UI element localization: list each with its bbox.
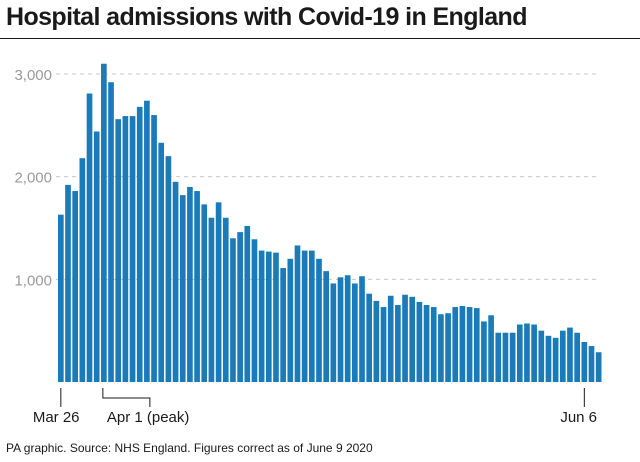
y-tick-label: 3,000	[14, 67, 52, 84]
x-tick-label: Jun 6	[560, 409, 597, 426]
bar	[79, 158, 86, 382]
bar	[316, 258, 322, 382]
bar	[201, 204, 208, 382]
bar	[129, 116, 136, 382]
bar	[531, 324, 537, 382]
bar	[366, 293, 373, 382]
bar	[545, 335, 552, 382]
bar	[495, 332, 502, 382]
source-note: PA graphic. Source: NHS England. Figures…	[6, 441, 373, 455]
bar	[179, 195, 186, 382]
bar	[445, 313, 451, 382]
bar	[172, 181, 179, 382]
bar	[352, 283, 358, 382]
bar	[215, 202, 222, 382]
bar	[380, 307, 387, 382]
bar	[502, 332, 509, 382]
peak-bracket	[102, 388, 151, 407]
bar	[251, 239, 258, 382]
bar	[58, 214, 64, 382]
bar	[581, 341, 588, 382]
bar	[488, 315, 494, 382]
bar	[481, 321, 487, 382]
bar	[337, 277, 344, 382]
bar	[136, 106, 143, 382]
bar	[574, 332, 580, 382]
bar	[387, 295, 394, 382]
bar	[265, 251, 272, 382]
bar	[187, 186, 193, 382]
bar	[359, 276, 365, 382]
bar	[301, 250, 308, 382]
bar	[65, 184, 71, 382]
bar	[552, 337, 559, 382]
bar	[280, 268, 286, 382]
bar	[294, 245, 301, 382]
bar	[108, 82, 114, 383]
bar	[567, 327, 573, 382]
bar	[402, 294, 408, 382]
bar	[538, 330, 545, 382]
bar	[459, 306, 466, 382]
bar	[409, 296, 416, 382]
bar	[222, 217, 229, 382]
title-rule	[0, 38, 640, 39]
bar	[588, 346, 595, 382]
bar	[165, 156, 172, 382]
bar	[395, 305, 401, 382]
bar	[524, 323, 530, 382]
bar	[473, 308, 480, 382]
bar	[344, 275, 351, 382]
chart-title: Hospital admissions with Covid-19 in Eng…	[6, 3, 527, 31]
x-tick-label: Apr 1 (peak)	[107, 409, 190, 426]
bar	[258, 250, 265, 382]
y-tick-label: 2,000	[14, 170, 52, 187]
bar	[330, 283, 337, 382]
bar	[244, 225, 251, 382]
bar	[373, 300, 380, 382]
bar	[144, 100, 150, 382]
bar	[438, 314, 444, 382]
bar	[430, 307, 437, 382]
bar	[308, 250, 315, 382]
bar-chart: 1,000 2,000 3,000 Mar 26 Apr 1 (peak) Jun 6	[14, 63, 602, 426]
bar	[237, 232, 243, 382]
x-tick-label: Mar 26	[33, 409, 80, 426]
y-tick-label: 1,000	[14, 272, 52, 289]
bar	[423, 305, 430, 382]
bar	[287, 258, 294, 382]
bar	[158, 142, 165, 382]
bar	[509, 332, 516, 382]
bar	[516, 324, 523, 382]
bar	[115, 119, 122, 383]
bar	[595, 352, 602, 382]
bar	[559, 330, 566, 382]
bar	[93, 131, 100, 382]
bar	[452, 307, 459, 382]
bar	[151, 115, 157, 382]
bar	[122, 116, 129, 382]
bar	[323, 271, 329, 382]
bar	[273, 252, 279, 382]
bar	[416, 301, 423, 382]
bar	[230, 238, 236, 382]
bar	[208, 217, 215, 382]
bar	[72, 191, 79, 382]
bar	[86, 93, 93, 382]
bar	[466, 307, 473, 382]
bar	[194, 191, 200, 382]
bar	[101, 63, 107, 382]
